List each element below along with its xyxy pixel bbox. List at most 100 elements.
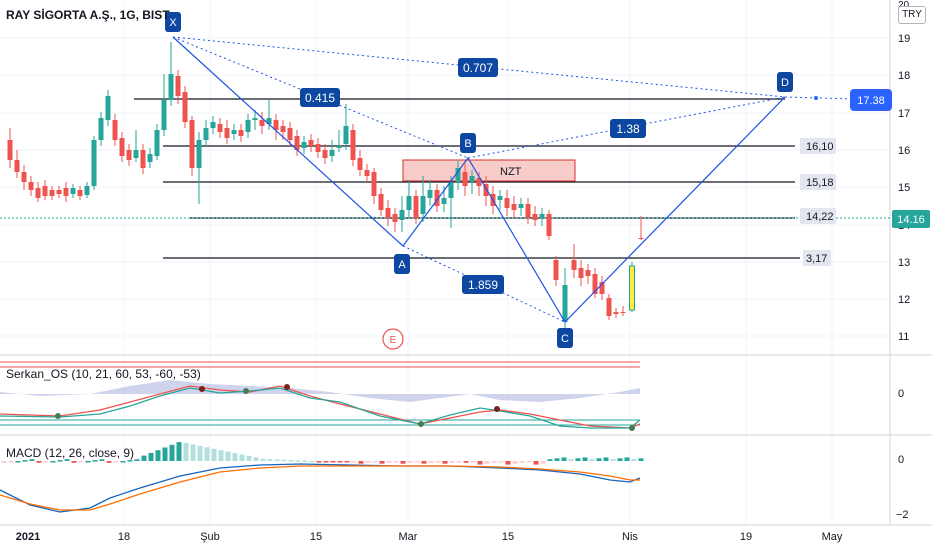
point-d-label[interactable]: D <box>777 72 793 92</box>
macd-histogram-bar <box>519 461 525 463</box>
time-tick: 18 <box>118 531 130 543</box>
candle-body <box>455 168 461 182</box>
candle-body <box>266 118 272 124</box>
projection-line <box>784 96 856 100</box>
level-label-1518[interactable]: 15,18 <box>800 174 836 190</box>
macd-histogram-bar <box>582 457 588 461</box>
macd-histogram-bar <box>204 447 210 461</box>
macd-histogram-bar <box>449 461 455 463</box>
macd-histogram-bar <box>113 461 119 463</box>
candle-body <box>294 136 300 150</box>
ratio-xb-label[interactable]: 0.415 <box>300 88 340 107</box>
candle-body <box>350 130 356 160</box>
macd-histogram-bar <box>120 461 126 463</box>
svg-text:1.38: 1.38 <box>616 122 640 136</box>
candle-body <box>476 178 482 186</box>
macd-histogram-bar <box>372 461 378 463</box>
point-b-label[interactable]: B <box>460 133 476 153</box>
macd-histogram-bar <box>617 458 623 461</box>
macd-histogram-bar <box>330 461 336 463</box>
candle-body <box>287 128 293 140</box>
macd-histogram-bar <box>218 450 224 461</box>
svg-text:X: X <box>169 17 177 29</box>
time-tick: May <box>822 531 843 543</box>
candle-body <box>105 96 111 120</box>
candle-body <box>210 122 216 128</box>
candle-body <box>329 150 335 156</box>
ratio-ac-label[interactable]: 1.859 <box>462 275 504 294</box>
macd-histogram-bar <box>533 461 539 465</box>
event-marker-icon[interactable]: E <box>382 328 404 350</box>
candle-body <box>638 238 644 239</box>
macd-histogram-bar <box>540 461 546 464</box>
point-x-label[interactable]: X <box>165 12 181 32</box>
svg-text:16,10: 16,10 <box>806 141 834 153</box>
candle-body <box>35 188 41 198</box>
macd-histogram-bar <box>442 461 448 464</box>
svg-text:1.859: 1.859 <box>468 278 498 292</box>
ratio-bd-label[interactable]: 1.38 <box>610 119 646 138</box>
level-label-1422[interactable]: 14,22 <box>800 208 836 224</box>
macd-histogram-bar <box>547 459 553 461</box>
candle-body <box>427 190 433 198</box>
macd-histogram-bar <box>589 459 595 461</box>
candle-body <box>585 270 591 276</box>
point-c-label[interactable]: C <box>557 328 573 348</box>
time-tick: 19 <box>740 531 752 543</box>
macd-histogram-bar <box>463 461 469 463</box>
macd-histogram-bar <box>610 459 616 461</box>
candle-body <box>399 210 405 220</box>
macd-histogram-bar <box>141 455 147 461</box>
macd-histogram-bar <box>288 460 294 462</box>
macd-histogram-bar <box>323 461 329 463</box>
macd-histogram-bar <box>554 458 560 461</box>
indicator2-title[interactable]: MACD (12, 26, close, 9) <box>6 446 135 460</box>
macd-indicator[interactable] <box>0 442 644 513</box>
currency-button[interactable]: TRY <box>898 6 926 24</box>
macd-histogram-bar <box>400 461 406 464</box>
macd-histogram-bar <box>631 459 637 461</box>
macd-histogram-bar <box>568 459 574 461</box>
level-label-317[interactable]: 3,17 <box>803 250 831 266</box>
macd-histogram-bar <box>435 461 441 463</box>
svg-text:0.707: 0.707 <box>463 61 493 75</box>
candle-body <box>371 172 377 196</box>
candle-body <box>189 120 195 168</box>
point-a-label[interactable]: A <box>394 254 410 274</box>
macd-histogram-bar <box>414 461 420 463</box>
macd-histogram-bar <box>106 461 112 463</box>
candle-body <box>406 196 412 210</box>
candle-body <box>7 140 13 160</box>
macd-histogram-bar <box>365 461 371 463</box>
macd-histogram-bar <box>512 461 518 464</box>
candle-body <box>203 128 209 140</box>
top-price-label: 20 <box>898 0 909 11</box>
macd-histogram-bar <box>561 457 567 461</box>
serkan-os-indicator[interactable] <box>0 361 641 431</box>
time-axis[interactable]: 2021 18 Şub 15 Mar 15 Nis 19 May <box>16 531 843 543</box>
macd-histogram-bar <box>232 453 238 461</box>
candle-body <box>28 182 34 190</box>
level-label-1610[interactable]: 16,10 <box>800 138 836 154</box>
candle-body <box>504 198 510 208</box>
target-price-tag[interactable]: 17.38 <box>850 89 892 111</box>
candle-body <box>518 204 524 208</box>
price-axis[interactable]: 191817161514131211 <box>898 33 910 343</box>
svg-text:0.415: 0.415 <box>305 91 335 105</box>
candle-body <box>497 196 503 200</box>
candle-body <box>606 298 612 316</box>
macd-histogram-bar <box>295 460 301 462</box>
macd-histogram-bar <box>50 461 56 463</box>
indicator1-title[interactable]: Serkan_OS (10, 21, 60, 53, -60, -53) <box>6 367 201 381</box>
macd-histogram-bar <box>43 461 49 463</box>
candle-body <box>147 154 153 162</box>
macd-histogram-bar <box>316 461 322 463</box>
current-price-tag[interactable]: 14.16 <box>892 210 930 228</box>
candle-body <box>133 150 139 158</box>
price-tick: 18 <box>898 70 910 82</box>
candle-body <box>252 118 258 120</box>
ratio-xd-label[interactable]: 0.707 <box>458 58 498 77</box>
symbol-title[interactable]: RAY SİGORTA A.Ş., 1G, BIST <box>6 8 170 22</box>
nzt-zone[interactable] <box>402 159 576 182</box>
